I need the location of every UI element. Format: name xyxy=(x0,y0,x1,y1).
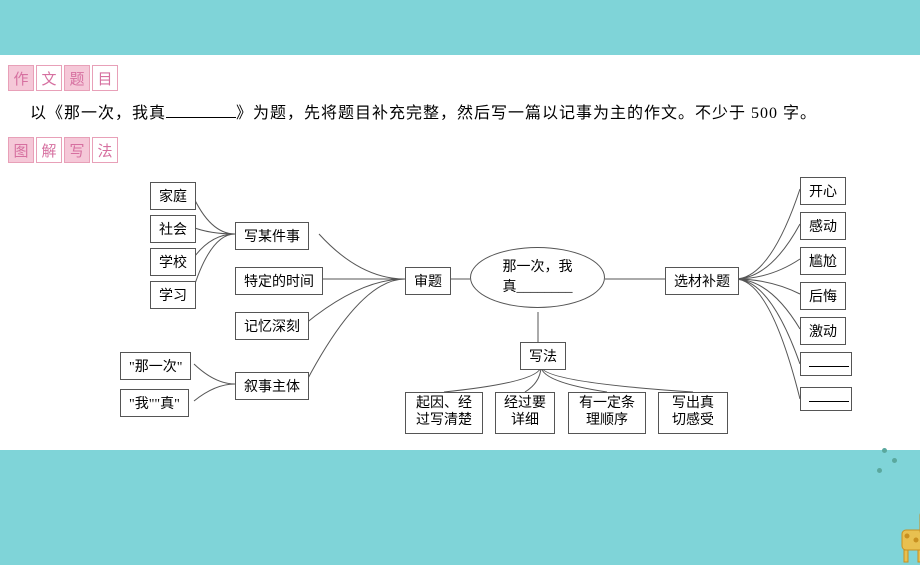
badge-char: 作 xyxy=(8,65,34,91)
node-kaixin: 开心 xyxy=(800,177,846,205)
center-l2: 真________ xyxy=(503,280,573,295)
badge-char: 写 xyxy=(64,137,90,163)
node-zhenqie: 写出真切感受 xyxy=(658,392,728,434)
badge-title: 作 文 题 目 xyxy=(8,65,120,91)
node-jiating: 家庭 xyxy=(150,182,196,210)
node-qiyin: 起因、经过写清楚 xyxy=(405,392,483,434)
node-xiefa: 写法 xyxy=(520,342,566,370)
node-ganga: 尴尬 xyxy=(800,247,846,275)
center-l1: 那一次，我 xyxy=(503,260,573,275)
prompt-text: 以《那一次，我真 》为题，先将题目补充完整，然后写一篇以记事为主的作文。不少于 5… xyxy=(0,91,920,127)
badge-char: 目 xyxy=(92,65,118,91)
prompt-post: 》为题，先将题目补充完整，然后写一篇以记事为主的作文。不少于 500 字。 xyxy=(236,105,817,122)
badge-char: 题 xyxy=(64,65,90,91)
node-xuancai: 选材补题 xyxy=(665,267,739,295)
node-blank2 xyxy=(800,387,852,411)
decor-dots xyxy=(872,448,902,478)
badge-char: 法 xyxy=(92,137,118,163)
node-shehui: 社会 xyxy=(150,215,196,243)
node-jysk: 记忆深刻 xyxy=(235,312,309,340)
node-tiaoli: 有一定条理顺序 xyxy=(568,392,646,434)
node-xuexi: 学习 xyxy=(150,281,196,309)
node-blank1 xyxy=(800,352,852,376)
node-gandong: 感动 xyxy=(800,212,846,240)
node-jidong: 激动 xyxy=(800,317,846,345)
prompt-blank xyxy=(166,117,236,118)
node-tdsj: 特定的时间 xyxy=(235,267,323,295)
mindmap-diagram: 那一次，我 真________ 审题 选材补题 写法 写某件事 特定的时间 记忆… xyxy=(0,167,920,437)
node-shenti: 审题 xyxy=(405,267,451,295)
center-node: 那一次，我 真________ xyxy=(470,247,605,308)
node-jingguo: 经过要详细 xyxy=(495,392,555,434)
node-houhui: 后悔 xyxy=(800,282,846,310)
node-xuexiao: 学校 xyxy=(150,248,196,276)
node-xszt: 叙事主体 xyxy=(235,372,309,400)
badge-method: 图 解 写 法 xyxy=(8,137,120,163)
node-wozhen: "我""真" xyxy=(120,389,189,417)
badge-char: 解 xyxy=(36,137,62,163)
node-xms: 写某件事 xyxy=(235,222,309,250)
badge-char: 图 xyxy=(8,137,34,163)
content-paper: 作 文 题 目 以《那一次，我真 》为题，先将题目补充完整，然后写一篇以记事为主的… xyxy=(0,55,920,450)
badge-char: 文 xyxy=(36,65,62,91)
node-nayici: "那一次" xyxy=(120,352,191,380)
prompt-pre: 以《那一次，我真 xyxy=(30,105,166,122)
